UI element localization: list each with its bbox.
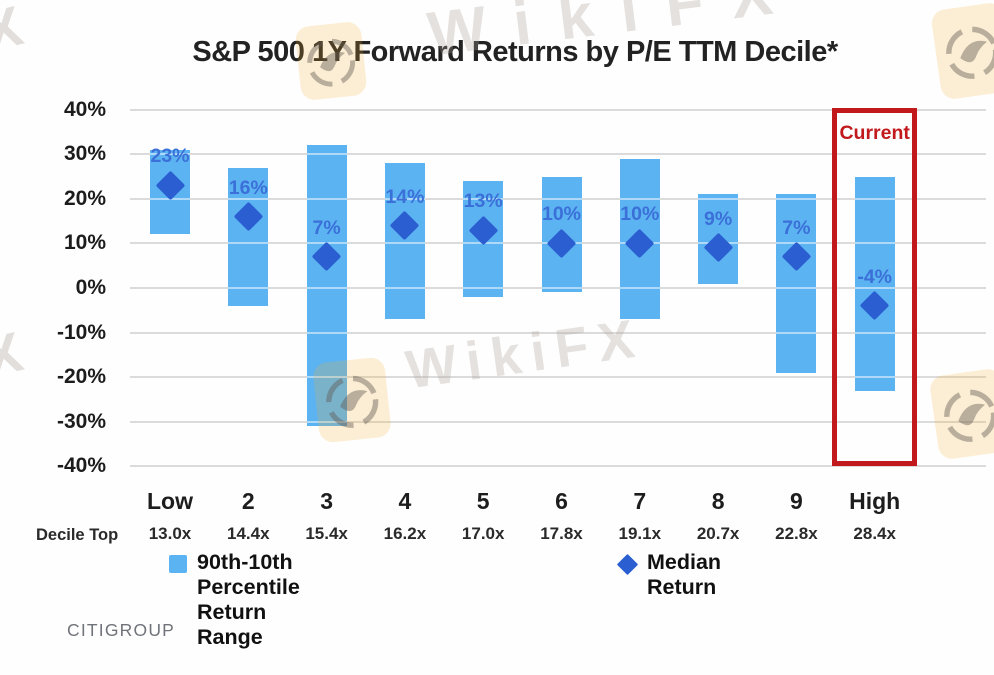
current-label: Current xyxy=(839,122,910,144)
x-axis-category: High xyxy=(849,488,901,514)
gridline xyxy=(130,420,986,423)
gridline xyxy=(130,331,986,334)
gridline-overlay xyxy=(306,420,347,423)
y-axis-tick-label: -30% xyxy=(56,409,106,433)
gridline-overlay xyxy=(776,197,817,200)
decile-top-value: 14.4x xyxy=(227,524,270,543)
gridline-overlay xyxy=(150,153,190,156)
x-axis-category: Low xyxy=(147,488,193,514)
gridline-overlay xyxy=(619,286,660,289)
bar-value-label: 9% xyxy=(704,207,733,230)
gridline xyxy=(130,153,986,156)
gridline-overlay xyxy=(619,197,660,200)
legend-range-label: 90th-10th Percentile Return Range xyxy=(197,550,300,649)
x-axis-category: 6 xyxy=(555,488,568,514)
x-axis-category: 4 xyxy=(398,488,412,514)
gridline-overlay xyxy=(306,153,347,156)
range-bar xyxy=(306,145,347,427)
gridline-overlay xyxy=(463,197,504,200)
y-axis-tick-label: 30% xyxy=(63,142,106,166)
x-axis-category: 5 xyxy=(476,488,490,514)
decile-top-value: 28.4x xyxy=(853,524,896,543)
range-bar xyxy=(384,163,425,320)
decile-top-value: 20.7x xyxy=(696,524,740,543)
bar-value-label: -4% xyxy=(857,265,893,288)
legend-median-label: Median Return xyxy=(647,550,722,599)
x-axis-category: 7 xyxy=(633,488,647,514)
gridline xyxy=(130,465,986,468)
gridline-overlay xyxy=(541,287,582,289)
gridline-overlay xyxy=(228,197,269,200)
decile-top-value: 17.0x xyxy=(461,524,505,543)
decile-top-value: 19.1x xyxy=(618,524,662,543)
gridline-overlay xyxy=(854,331,895,334)
gridline-overlay xyxy=(463,286,504,289)
gridline-overlay xyxy=(854,242,895,245)
chart-title: S&P 500 1Y Forward Returns by P/E TTM De… xyxy=(192,36,838,68)
gridline-overlay xyxy=(776,331,817,334)
gridline-overlay xyxy=(384,197,425,200)
y-axis-tick-label: -20% xyxy=(56,365,106,389)
decile-top-value: 16.2x xyxy=(383,524,427,543)
gridline-overlay xyxy=(306,286,347,289)
gridline xyxy=(130,376,986,379)
range-bar xyxy=(854,176,895,391)
legend-range-swatch-icon xyxy=(169,555,187,573)
bar-value-label: 16% xyxy=(228,176,268,199)
decile-top-value: 15.4x xyxy=(305,524,348,543)
bar-value-label: 7% xyxy=(782,216,811,239)
gridline-overlay xyxy=(776,286,817,289)
y-axis-tick-label: -40% xyxy=(56,454,106,478)
gridline-overlay xyxy=(854,197,895,200)
current-highlight-box: Current xyxy=(832,108,918,466)
bar-value-label: 7% xyxy=(312,216,341,239)
y-axis-tick-label: -10% xyxy=(56,320,106,344)
bar-value-label: 10% xyxy=(541,203,582,226)
decile-top-value: 13.0x xyxy=(148,524,192,543)
y-axis-tick-label: 20% xyxy=(63,186,106,210)
bar-value-label: 23% xyxy=(150,145,190,168)
source-label: CITIGROUP xyxy=(67,620,176,640)
gridline xyxy=(130,108,986,111)
gridline-overlay xyxy=(854,376,895,379)
gridline-overlay xyxy=(306,376,347,379)
bar-value-label: 10% xyxy=(620,203,660,226)
gridline-overlay xyxy=(854,287,895,289)
gridline-overlay xyxy=(384,286,425,289)
x-axis-category: 3 xyxy=(320,488,333,514)
gridline-overlay xyxy=(228,242,269,245)
gridline-overlay xyxy=(541,197,582,200)
bar-value-label: 13% xyxy=(463,190,503,213)
x-axis-category: 9 xyxy=(789,488,803,514)
decile-top-value: 22.8x xyxy=(775,524,818,543)
range-bar xyxy=(776,194,817,373)
bar-value-label: 14% xyxy=(385,185,425,208)
range-bar xyxy=(228,167,269,306)
gridline-overlay xyxy=(306,331,347,334)
gridline-overlay xyxy=(698,197,739,200)
y-axis-tick-label: 0% xyxy=(75,276,106,299)
decile-top-label: Decile Top xyxy=(36,526,119,544)
gridline-overlay xyxy=(306,197,347,200)
x-axis-category: 8 xyxy=(711,488,725,514)
y-axis-tick-label: 40% xyxy=(63,97,106,121)
gridline-overlay xyxy=(384,242,425,245)
x-axis-category: 2 xyxy=(241,488,255,514)
y-axis-tick-label: 10% xyxy=(63,231,106,255)
decile-top-value: 17.8x xyxy=(540,524,583,543)
gridline-overlay xyxy=(228,286,269,289)
